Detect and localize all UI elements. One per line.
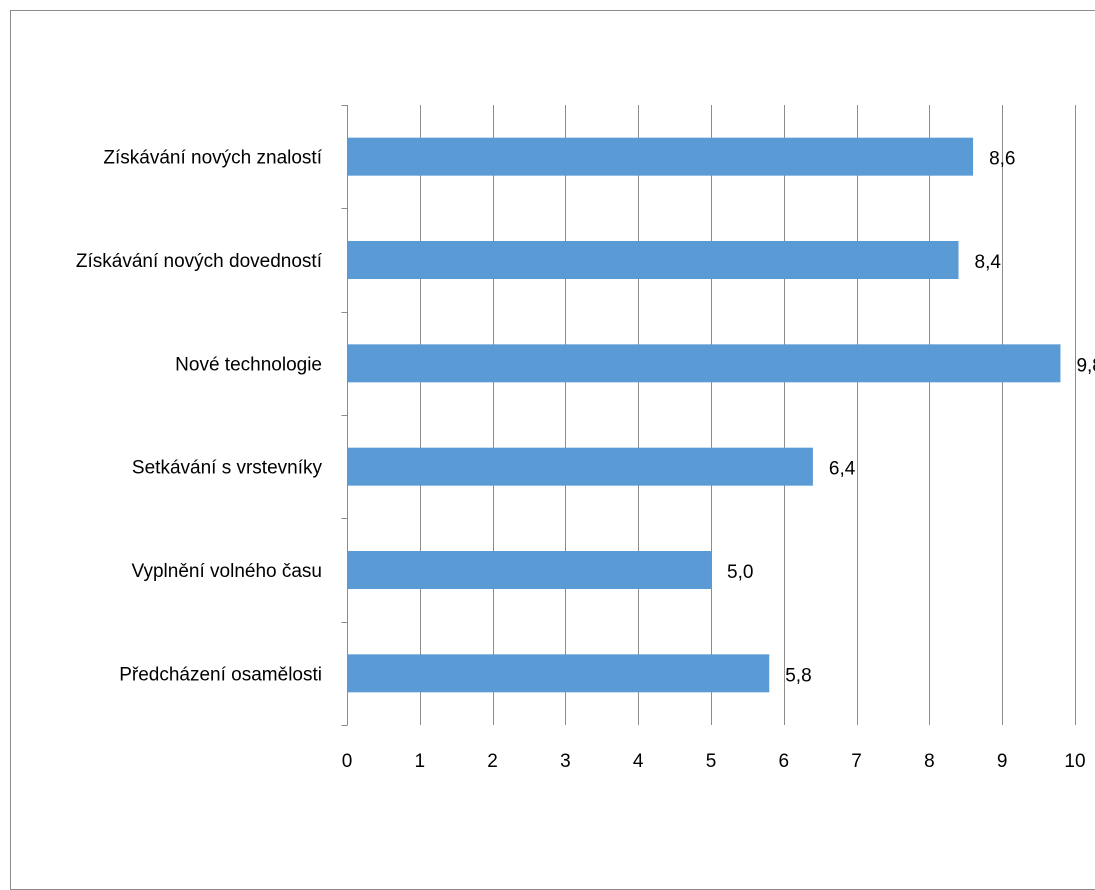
data-label: 5,8 bbox=[785, 665, 811, 686]
x-tick-label: 9 bbox=[997, 751, 1008, 772]
category-label: Získávání nových znalostí bbox=[103, 148, 322, 169]
x-tick-label: 7 bbox=[851, 751, 862, 772]
bar bbox=[348, 447, 813, 486]
bar bbox=[348, 654, 770, 693]
x-tick-label: 2 bbox=[487, 751, 498, 772]
x-tick-label: 4 bbox=[633, 751, 644, 772]
x-tick-label: 0 bbox=[342, 751, 353, 772]
bar bbox=[348, 344, 1061, 383]
data-label: 6,4 bbox=[829, 459, 856, 480]
x-tick-label: 5 bbox=[706, 751, 717, 772]
category-label: Vyplnění volného času bbox=[132, 561, 322, 582]
category-axis bbox=[341, 105, 348, 726]
category-label: Setkávání s vrstevníky bbox=[132, 458, 323, 479]
x-tick-label: 1 bbox=[415, 751, 426, 772]
x-tick-label: 3 bbox=[560, 751, 571, 772]
data-label: 8,6 bbox=[989, 149, 1015, 170]
data-label: 9,8 bbox=[1076, 355, 1095, 376]
x-tick-label: 6 bbox=[779, 751, 790, 772]
x-tick-label: 8 bbox=[924, 751, 935, 772]
category-label: Získávání nových dovedností bbox=[76, 251, 323, 272]
x-tick-labels: 0 1 2 3 4 5 6 7 8 9 10 bbox=[342, 751, 1086, 772]
data-label: 8,4 bbox=[975, 252, 1002, 273]
gridlines bbox=[420, 105, 1076, 725]
data-labels: 8,6 8,4 9,8 6,4 5,0 5,8 bbox=[727, 149, 1095, 687]
category-label: Nové technologie bbox=[175, 354, 322, 375]
bars bbox=[348, 137, 1061, 693]
bar bbox=[348, 241, 959, 279]
bar bbox=[348, 551, 711, 589]
bar bbox=[348, 137, 974, 176]
category-label: Předcházení osamělosti bbox=[119, 664, 322, 685]
data-label: 5,0 bbox=[727, 562, 753, 583]
x-tick-label: 10 bbox=[1064, 751, 1085, 772]
category-labels: Získávání nových znalostí Získávání novýc… bbox=[76, 148, 323, 686]
